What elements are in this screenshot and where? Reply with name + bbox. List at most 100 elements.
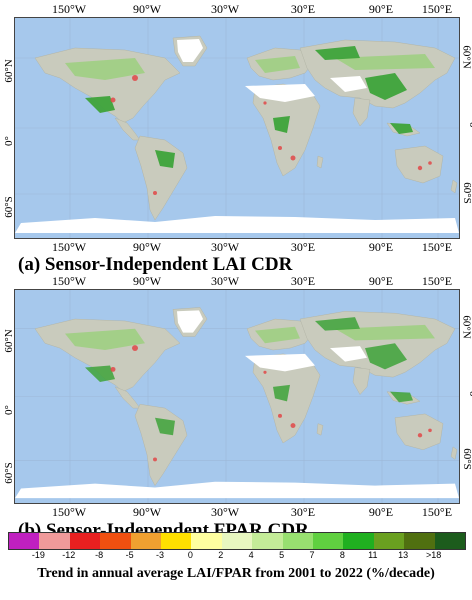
lon-labels-bottom-a: 150°W 90°W 30°W 30°E 90°E 150°E bbox=[14, 240, 458, 254]
strong-greening-region bbox=[155, 417, 175, 436]
land-region bbox=[352, 97, 371, 127]
strong-greening-region bbox=[365, 343, 407, 370]
strong-greening-region bbox=[85, 96, 115, 113]
strong-greening-region bbox=[85, 365, 115, 382]
legend-tick-label: 7 bbox=[309, 550, 315, 560]
land-region bbox=[316, 423, 324, 436]
browning-spot bbox=[417, 433, 423, 438]
lon-labels-top-b: 150°W 90°W 30°W 30°E 90°E 150°E bbox=[14, 274, 458, 288]
legend-title: Trend in annual average LAI/FPAR from 20… bbox=[37, 566, 435, 581]
map-lai bbox=[14, 17, 460, 239]
greening-region bbox=[335, 324, 435, 341]
strong-greening-region bbox=[365, 73, 407, 100]
legend-tick-label: 13 bbox=[398, 550, 409, 560]
panel-lai: 150°W 90°W 30°W 30°E 90°E 150°E 150°W 90°W 30°W… bbox=[0, 0, 472, 275]
browning-spot bbox=[110, 366, 116, 372]
strong-greening-region bbox=[273, 384, 290, 402]
lon-labels-bottom-b: 150°W 90°W 30°W 30°E 90°E 150°E bbox=[14, 505, 458, 519]
lat-label-right: 60°N bbox=[460, 315, 472, 339]
legend-swatch bbox=[69, 533, 101, 549]
lon-label: 150°W bbox=[51, 240, 87, 254]
strong-greening-region bbox=[390, 391, 413, 403]
land-region bbox=[394, 413, 444, 451]
lat-label-left: 0° bbox=[3, 404, 15, 415]
legend-swatch bbox=[130, 533, 162, 549]
legend-tick-label: 11 bbox=[368, 550, 378, 560]
land-region bbox=[316, 155, 324, 169]
legend-swatch bbox=[434, 533, 466, 549]
legend-swatch bbox=[282, 533, 314, 549]
lon-label: 90°W bbox=[132, 2, 162, 16]
lat-label-right: 60°S bbox=[461, 448, 472, 471]
strong-greening-region bbox=[273, 116, 290, 133]
strong-greening-region bbox=[390, 123, 413, 134]
lat-label-left: 60°S bbox=[3, 462, 15, 485]
browning-spot bbox=[290, 155, 296, 161]
map-lai-svg bbox=[15, 18, 459, 238]
lat-label-right: 60°S bbox=[461, 182, 472, 204]
lon-label: 30°W bbox=[210, 2, 240, 16]
greening-region bbox=[255, 326, 300, 344]
lat-label-left: 60°N bbox=[3, 58, 15, 83]
no-data-region bbox=[15, 216, 459, 233]
legend-tick-label: 8 bbox=[339, 550, 345, 560]
lon-label: 90°W bbox=[132, 240, 162, 254]
legend-swatch bbox=[100, 533, 131, 549]
browning-spot bbox=[278, 413, 282, 418]
browning-spot bbox=[428, 428, 432, 433]
legend-swatch bbox=[404, 533, 435, 549]
browning-spot bbox=[278, 146, 282, 150]
browning-spot bbox=[417, 165, 423, 171]
legend-swatch bbox=[313, 533, 344, 549]
lon-label: 90°E bbox=[368, 2, 394, 16]
no-data-region bbox=[177, 310, 203, 333]
land-region bbox=[450, 446, 458, 460]
browning-spot bbox=[132, 345, 138, 351]
strong-greening-region bbox=[155, 150, 175, 168]
no-data-region bbox=[177, 39, 203, 62]
map-fpar-svg bbox=[15, 290, 459, 503]
greening-region bbox=[65, 328, 145, 351]
legend-tick-label: -3 bbox=[155, 550, 165, 560]
greening-region bbox=[255, 56, 300, 73]
browning-spot bbox=[290, 423, 296, 428]
lon-labels-top-a: 150°W 90°W 30°W 30°E 90°E 150°E bbox=[14, 2, 458, 16]
land-region bbox=[352, 367, 371, 395]
legend-tick-label: 4 bbox=[248, 550, 254, 560]
legend-swatch bbox=[343, 533, 374, 549]
panel-fpar: 150°W 90°W 30°W 30°E 90°E 150°E 150°W 90°W 30°W… bbox=[0, 272, 472, 541]
legend-tick-label: -8 bbox=[95, 550, 104, 560]
legend-swatch bbox=[373, 533, 405, 549]
lat-label-right: 0° bbox=[467, 122, 472, 132]
no-data-region bbox=[330, 346, 367, 362]
browning-spot bbox=[428, 161, 432, 165]
land-region bbox=[450, 179, 458, 194]
lat-label-left: 0° bbox=[3, 136, 15, 146]
legend-tick-label: -12 bbox=[62, 550, 76, 560]
lon-label: 90°W bbox=[132, 274, 162, 288]
lon-label: 30°E bbox=[290, 240, 316, 254]
legend-ticks: -19 -12 -8 -5 -3 0 2 4 5 7 8 11 13 >18 bbox=[8, 550, 464, 562]
legend-tick-label: 0 bbox=[187, 550, 193, 560]
lon-label: 90°E bbox=[368, 274, 394, 288]
legend-tick-label: 5 bbox=[279, 550, 285, 560]
lon-label: 150°W bbox=[51, 274, 87, 288]
map-fpar bbox=[14, 289, 460, 504]
lon-label: 150°E bbox=[421, 240, 453, 254]
browning-spot bbox=[263, 101, 267, 105]
strong-greening-region bbox=[315, 317, 360, 331]
lon-label: 150°E bbox=[421, 505, 453, 519]
lon-label: 150°E bbox=[421, 274, 453, 288]
legend-tick-label: -5 bbox=[125, 550, 134, 560]
caption-lai: (a) Sensor-Independent LAI CDR bbox=[18, 254, 293, 275]
browning-spot bbox=[132, 75, 138, 81]
legend-swatch bbox=[39, 533, 70, 549]
legend-swatch bbox=[191, 533, 222, 549]
legend-tick-label: 2 bbox=[218, 550, 224, 560]
lon-label: 30°W bbox=[210, 505, 240, 519]
legend-tick-label: >18 bbox=[425, 550, 442, 560]
lon-label: 30°W bbox=[210, 274, 240, 288]
lon-label: 150°W bbox=[51, 505, 87, 519]
lon-label: 90°E bbox=[368, 240, 394, 254]
lon-label: 150°W bbox=[51, 2, 87, 16]
